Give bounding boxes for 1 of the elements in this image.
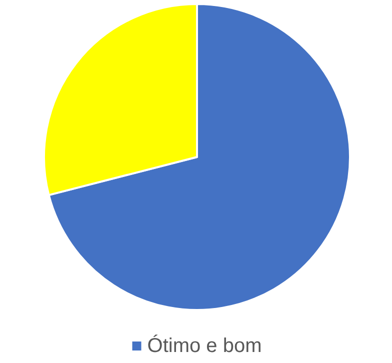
legend-label: Ótimo e bom — [147, 334, 262, 357]
